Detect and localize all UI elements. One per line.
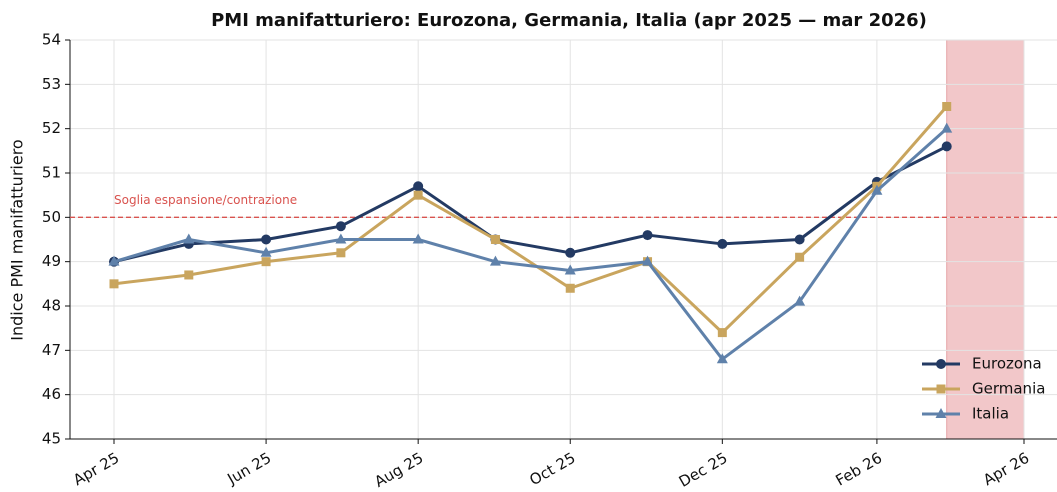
- legend: Eurozona Germania Italia: [922, 355, 1045, 423]
- y-tick-label: 53: [42, 75, 61, 93]
- x-tick-label: Apr 25: [70, 449, 122, 489]
- point: [108, 255, 120, 266]
- point: [942, 102, 952, 111]
- chart-title: PMI manifatturiero: Eurozona, Germania, …: [211, 10, 927, 31]
- point: [941, 141, 952, 152]
- point: [335, 233, 347, 244]
- point: [717, 328, 727, 338]
- point: [717, 238, 728, 249]
- highlight-region: [946, 39, 1025, 440]
- y-tick-label: 51: [42, 164, 61, 182]
- y-tick-label: 54: [42, 31, 61, 49]
- x-tick-label: Dec 25: [676, 449, 731, 491]
- point: [794, 295, 806, 306]
- point: [260, 246, 272, 257]
- x-tick-label: Jun 25: [224, 449, 275, 489]
- y-tick-label: 52: [42, 119, 61, 137]
- legend-label: Germania: [972, 380, 1045, 398]
- point: [413, 190, 423, 200]
- y-tick-label: 47: [42, 341, 61, 359]
- point: [184, 270, 194, 280]
- point: [413, 181, 424, 192]
- series-line: [113, 145, 948, 264]
- y-axis-label: Indice PMI manifatturiero: [8, 139, 27, 340]
- legend-label: Italia: [972, 405, 1009, 423]
- series-line: [113, 105, 948, 335]
- point: [794, 234, 805, 245]
- point: [261, 257, 271, 267]
- legend-label: Eurozona: [972, 355, 1042, 373]
- point: [261, 234, 272, 245]
- point: [642, 255, 654, 266]
- point: [936, 384, 946, 394]
- point: [490, 235, 500, 244]
- point: [871, 184, 883, 195]
- point: [565, 283, 575, 293]
- y-tick-label: 50: [42, 208, 61, 226]
- y-tick-label: 49: [42, 252, 61, 270]
- x-tick-label: Aug 25: [371, 449, 426, 491]
- point: [412, 233, 424, 244]
- y-tick-label: 48: [42, 297, 61, 315]
- x-tick-label: Feb 26: [832, 449, 885, 490]
- point: [716, 353, 728, 364]
- y-tick-label: 46: [42, 385, 61, 403]
- point: [109, 279, 119, 289]
- point: [936, 359, 946, 369]
- point: [642, 230, 653, 241]
- x-tick-label: Apr 26: [980, 449, 1032, 489]
- point: [564, 264, 576, 275]
- point: [565, 247, 576, 258]
- y-tick-label: 45: [42, 430, 61, 448]
- series-line: [113, 127, 948, 361]
- point: [941, 122, 953, 133]
- x-tick-label: Oct 25: [526, 449, 578, 489]
- point: [935, 408, 947, 418]
- point: [183, 233, 195, 244]
- point: [795, 252, 805, 262]
- point: [335, 221, 346, 232]
- point: [336, 248, 346, 258]
- point: [489, 255, 501, 266]
- threshold-label: Soglia espansione/contrazione: [114, 193, 297, 207]
